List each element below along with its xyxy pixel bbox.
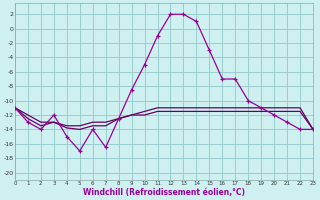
X-axis label: Windchill (Refroidissement éolien,°C): Windchill (Refroidissement éolien,°C) [83, 188, 245, 197]
